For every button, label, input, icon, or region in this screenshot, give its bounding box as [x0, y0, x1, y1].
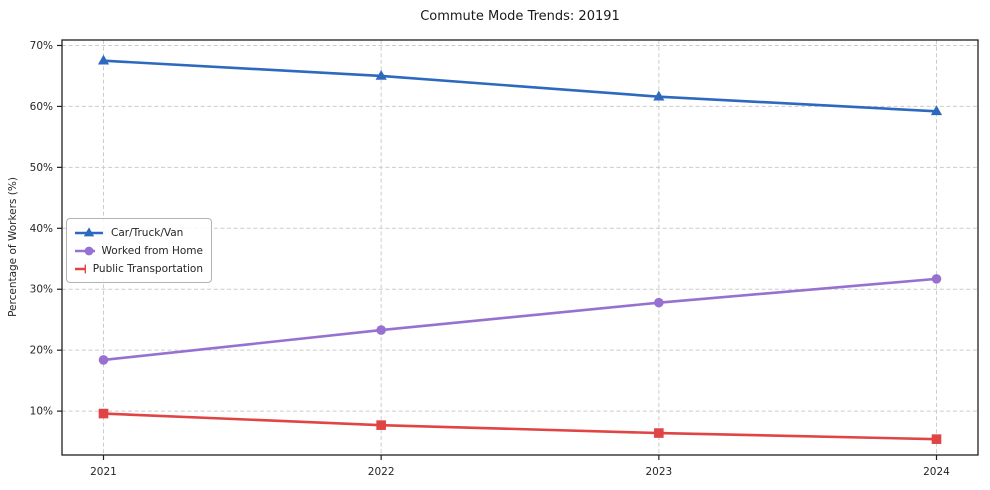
data-point-marker — [97, 54, 110, 65]
legend-item: Public Transportation — [74, 261, 203, 276]
data-point-marker — [930, 105, 943, 116]
data-point-marker — [98, 355, 109, 365]
x-tick-label: 2021 — [90, 466, 117, 478]
series-line — [102, 412, 938, 441]
y-tick-label: 10% — [30, 406, 53, 418]
series-car-truck-van — [97, 54, 943, 116]
data-point-marker — [84, 246, 94, 255]
legend-item: Worked from Home — [74, 243, 203, 258]
plot-spines — [61, 39, 979, 456]
series-line — [102, 277, 938, 362]
y-tick-label: 50% — [30, 162, 53, 174]
data-point-marker — [653, 90, 665, 101]
legend-label: Car/Truck/Van — [111, 226, 184, 239]
data-point-marker — [98, 408, 109, 419]
legend-label: Worked from Home — [101, 244, 203, 257]
chart-title: Commute Mode Trends: 20191 — [420, 9, 620, 24]
legend-swatch — [75, 226, 103, 236]
x-tick-label: 2024 — [923, 466, 950, 478]
data-point-marker — [654, 297, 664, 308]
data-point-marker — [376, 420, 386, 430]
data-point-marker — [375, 69, 387, 80]
y-tick-label: 70% — [30, 40, 53, 52]
series-public-transportation — [98, 408, 942, 444]
legend-swatch — [75, 264, 86, 273]
legend-item: Car/Truck/Van — [74, 225, 203, 240]
y-tick-label: 30% — [30, 284, 53, 296]
data-point-marker — [84, 264, 86, 273]
y-tick-label: 60% — [30, 101, 53, 113]
data-point-marker — [931, 274, 942, 284]
legend: Car/Truck/Van Worked from Home Public Tran… — [66, 218, 212, 283]
y-axis-label: Percentage of Workers (%) — [7, 177, 19, 317]
legend-label: Public Transportation — [92, 262, 203, 275]
x-tick-label: 2022 — [368, 466, 395, 478]
data-point-marker — [83, 226, 95, 236]
data-point-marker — [376, 325, 386, 335]
y-tick-label: 20% — [30, 345, 53, 357]
series-worked-from-home — [98, 274, 942, 365]
data-point-marker — [931, 434, 942, 444]
y-tick-label: 40% — [30, 223, 53, 235]
series-line — [102, 59, 938, 113]
legend-swatch — [75, 246, 95, 255]
data-point-marker — [654, 428, 664, 438]
x-tick-label: 2023 — [645, 466, 672, 478]
